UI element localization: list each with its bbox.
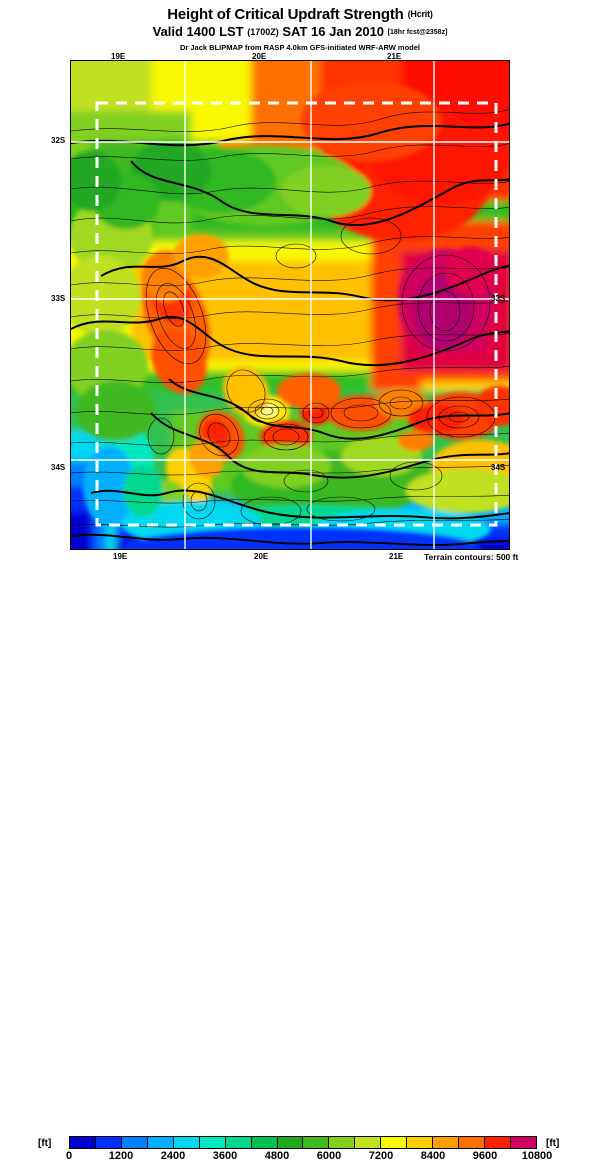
colorbar-cell-2400	[173, 1137, 200, 1148]
forecast-run-info: [18hr fcst@2358z]	[387, 29, 448, 36]
colorbar-cell-600	[95, 1137, 122, 1148]
colorbar-gradient[interactable]	[69, 1136, 537, 1149]
colorbar-tick-labels: 0 1200 2400 3600 4800 6000 7200 8400 9600 10800	[65, 1150, 552, 1164]
terrain-contours-bold	[71, 122, 509, 546]
colorbar-cell-6000	[329, 1137, 356, 1148]
colorbar-cell-6600	[355, 1137, 382, 1148]
colorbar-cell-3000	[199, 1137, 226, 1148]
colorbar-cell-5400	[303, 1137, 330, 1148]
blipmap-page: Height of Critical Updraft Strength (Hcr…	[0, 6, 600, 1162]
colorbar-cell-1200	[121, 1137, 148, 1148]
lat-label-right-33s: 33S	[491, 294, 506, 303]
colorbar-cell-10200	[510, 1137, 536, 1148]
colorbar-cell-0	[70, 1137, 96, 1148]
valid-time-date: SAT 16 Jan 2010	[282, 24, 385, 39]
hcrit-field-map	[71, 61, 509, 549]
lat-label-left-33s: 33S	[51, 294, 66, 303]
colorbar-tick-7200: 7200	[368, 1150, 394, 1162]
page-title-suffix: (Hcrit)	[407, 9, 433, 19]
colorbar-unit-right: [ft]	[546, 1138, 560, 1149]
colorbar-cell-4200	[251, 1137, 278, 1148]
colorbar-tick-8400: 8400	[420, 1150, 446, 1162]
colorbar-tick-10800: 10800	[521, 1150, 553, 1162]
lon-label-bottom-20e: 20E	[254, 552, 269, 561]
colorbar-tick-1200: 1200	[108, 1150, 134, 1162]
title-block: Height of Critical Updraft Strength (Hcr…	[0, 6, 600, 53]
lon-label-top-20e: 20E	[252, 52, 267, 61]
colorbar-cell-4800	[277, 1137, 304, 1148]
lon-label-top-21e: 21E	[387, 52, 402, 61]
page-title: Height of Critical Updraft Strength (Hcr…	[0, 6, 600, 23]
colorbar-cell-7200	[381, 1137, 408, 1148]
map-panel[interactable]	[70, 60, 510, 550]
colorbar-cell-1800	[147, 1137, 174, 1148]
colorbar-tick-9600: 9600	[472, 1150, 498, 1162]
graticule-lines	[71, 61, 509, 549]
valid-time-prefix: Valid 1400 LST	[152, 24, 244, 39]
terrain-contours-thin	[71, 109, 509, 528]
colorbar-cell-9600	[485, 1137, 511, 1148]
page-title-text: Height of Critical Updraft Strength	[167, 6, 404, 23]
colorbar-tick-2400: 2400	[160, 1150, 186, 1162]
colorbar-tick-4800: 4800	[264, 1150, 290, 1162]
model-credit: Dr Jack BLIPMAP from RASP 4.0km GFS-init…	[179, 43, 421, 52]
model-domain-boundary	[95, 101, 498, 527]
lat-label-right-34s: 34S	[491, 463, 506, 472]
colorbar-tick-6000: 6000	[316, 1150, 342, 1162]
lon-label-bottom-19e: 19E	[113, 552, 128, 561]
colorbar-tick-0: 0	[65, 1150, 73, 1162]
colorbar-unit-left: [ft]	[38, 1138, 52, 1149]
colorbar: [ft] [ft] 0 1200 2400 3600 4800 6000 7200 8400 9…	[0, 566, 600, 1162]
colorbar-cell-3600	[225, 1137, 252, 1148]
lon-label-bottom-21e: 21E	[389, 552, 404, 561]
colorbar-tick-3600: 3600	[212, 1150, 238, 1162]
lat-label-left-32s: 32S	[51, 136, 66, 145]
valid-time-utc: (1700Z)	[247, 27, 279, 37]
colorbar-cell-9000	[459, 1137, 485, 1148]
terrain-contour-note: Terrain contours: 500 ft	[424, 552, 519, 562]
valid-time-line: Valid 1400 LST (1700Z) SAT 16 Jan 2010 […	[0, 24, 600, 41]
lon-label-top-19e: 19E	[111, 52, 126, 61]
lat-label-left-34s: 34S	[51, 463, 66, 472]
colorbar-cell-8400	[433, 1137, 460, 1148]
colorbar-cell-7800	[407, 1137, 434, 1148]
